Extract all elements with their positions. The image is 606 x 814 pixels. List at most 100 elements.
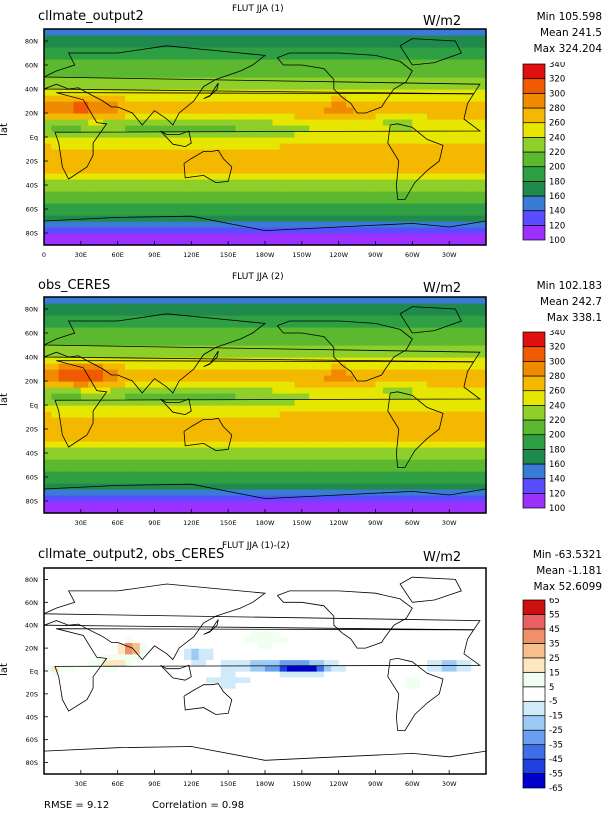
heatmap-cell: [478, 453, 487, 460]
heatmap-cell: [309, 756, 318, 764]
heatmap-cell: [95, 756, 104, 764]
heatmap-cell: [228, 131, 237, 138]
heatmap-cell: [265, 167, 273, 174]
heatmap-cell: [51, 137, 60, 144]
heatmap-cell: [88, 465, 97, 472]
heatmap-cell: [176, 471, 185, 478]
heatmap-cell: [338, 309, 347, 316]
panel-3-stat-mean: Mean -1.181: [536, 565, 602, 577]
heatmap-cell: [331, 107, 340, 114]
heatmap-cell: [117, 768, 126, 775]
heatmap-cell: [456, 209, 465, 216]
heatmap-cell: [463, 363, 472, 370]
heatmap-cell: [405, 745, 413, 752]
heatmap-cell: [331, 143, 340, 150]
heatmap-cell: [368, 131, 377, 138]
heatmap-cell: [294, 375, 303, 382]
heatmap-cell: [58, 41, 67, 48]
panel-3-units: W/m2: [423, 550, 462, 565]
heatmap-cell: [309, 345, 318, 352]
heatmap-cell: [44, 161, 52, 168]
heatmap-cell: [456, 167, 465, 174]
heatmap-cell: [368, 756, 377, 764]
heatmap-cell: [419, 507, 428, 514]
heatmap-cell: [44, 495, 52, 502]
heatmap-cell: [95, 149, 104, 156]
heatmap-cell: [463, 209, 472, 216]
heatmap-cell: [419, 59, 428, 66]
heatmap-cell: [471, 756, 480, 764]
heatmap-cell: [125, 71, 133, 78]
heatmap-cell: [449, 728, 458, 735]
heatmap-cell: [250, 751, 259, 758]
heatmap-cell: [301, 35, 310, 42]
heatmap-cell: [184, 209, 192, 216]
heatmap-cell: [58, 77, 67, 84]
heatmap-cell: [257, 728, 266, 735]
heatmap-cell: [441, 221, 450, 228]
heatmap-cell: [147, 327, 156, 334]
heatmap-cell: [323, 321, 332, 328]
heatmap-cell: [176, 751, 185, 758]
heatmap-cell: [456, 107, 465, 114]
heatmap-cell: [73, 489, 82, 496]
heatmap-cell: [95, 71, 104, 78]
heatmap-cell: [412, 131, 421, 138]
heatmap-cell: [117, 345, 126, 352]
heatmap-cell: [272, 751, 281, 758]
heatmap-cell: [66, 83, 75, 90]
heatmap-cell: [390, 423, 399, 430]
heatmap-cell: [471, 197, 480, 204]
heatmap-cell: [110, 369, 119, 376]
heatmap-cell: [287, 369, 296, 376]
heatmap-cell: [434, 173, 443, 180]
heatmap-cell: [228, 297, 237, 304]
heatmap-cell: [382, 107, 391, 114]
heatmap-cell: [427, 137, 436, 144]
heatmap-cell: [220, 233, 229, 240]
heatmap-cell: [419, 167, 428, 174]
heatmap-cell: [390, 387, 399, 394]
heatmap-cell: [309, 233, 318, 240]
heatmap-cell: [213, 71, 222, 78]
heatmap-cell: [242, 83, 251, 90]
heatmap-cell: [110, 191, 119, 198]
heatmap-cell: [353, 315, 362, 322]
heatmap-cell: [279, 41, 288, 48]
heatmap-cell: [184, 59, 192, 66]
heatmap-cell: [323, 125, 332, 132]
heatmap-cell: [213, 89, 222, 96]
heatmap-cell: [331, 155, 340, 162]
heatmap-cell: [95, 161, 104, 168]
heatmap-cell: [427, 733, 436, 741]
heatmap-cell: [272, 321, 281, 328]
heatmap-cell: [405, 345, 413, 352]
heatmap-cell: [235, 489, 244, 496]
heatmap-cell: [102, 167, 111, 174]
heatmap-cell: [471, 441, 480, 448]
heatmap-cell: [434, 309, 443, 316]
heatmap-cell: [375, 471, 384, 478]
heatmap-cell: [323, 35, 332, 42]
heatmap-cell: [272, 233, 281, 240]
colorbar-label: 100: [549, 236, 565, 246]
heatmap-cell: [287, 185, 296, 192]
heatmap-cell: [309, 471, 318, 478]
heatmap-cell: [434, 53, 443, 60]
heatmap-cell: [191, 762, 200, 769]
heatmap-cell: [125, 209, 133, 216]
heatmap-cell: [191, 411, 200, 418]
heatmap-cell: [412, 173, 421, 180]
heatmap-cell: [316, 459, 325, 466]
heatmap-cell: [478, 203, 487, 210]
heatmap-cell: [456, 41, 465, 48]
heatmap-cell: [360, 155, 369, 162]
heatmap-cell: [427, 405, 436, 412]
heatmap-cell: [117, 327, 126, 334]
heatmap-cell: [132, 417, 141, 424]
heatmap-cell: [66, 369, 75, 376]
heatmap-cell: [110, 381, 119, 388]
heatmap-cell: [176, 197, 185, 204]
heatmap-cell: [272, 185, 281, 192]
heatmap-cell: [154, 381, 163, 388]
